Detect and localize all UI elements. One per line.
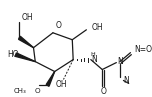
Text: OH: OH [22,13,34,22]
Text: HO: HO [7,50,19,59]
Polygon shape [19,36,33,48]
Text: H: H [90,52,95,57]
Text: O: O [34,88,40,94]
Text: OH: OH [92,23,103,32]
Text: CH₃: CH₃ [14,88,26,94]
Text: O: O [100,87,106,96]
Text: N: N [123,76,129,85]
Text: N: N [117,57,123,66]
Polygon shape [46,71,55,86]
Text: OH: OH [56,80,67,89]
Text: O: O [55,21,61,30]
Text: N=O: N=O [134,45,152,54]
Polygon shape [15,53,35,62]
Text: N: N [91,55,97,64]
